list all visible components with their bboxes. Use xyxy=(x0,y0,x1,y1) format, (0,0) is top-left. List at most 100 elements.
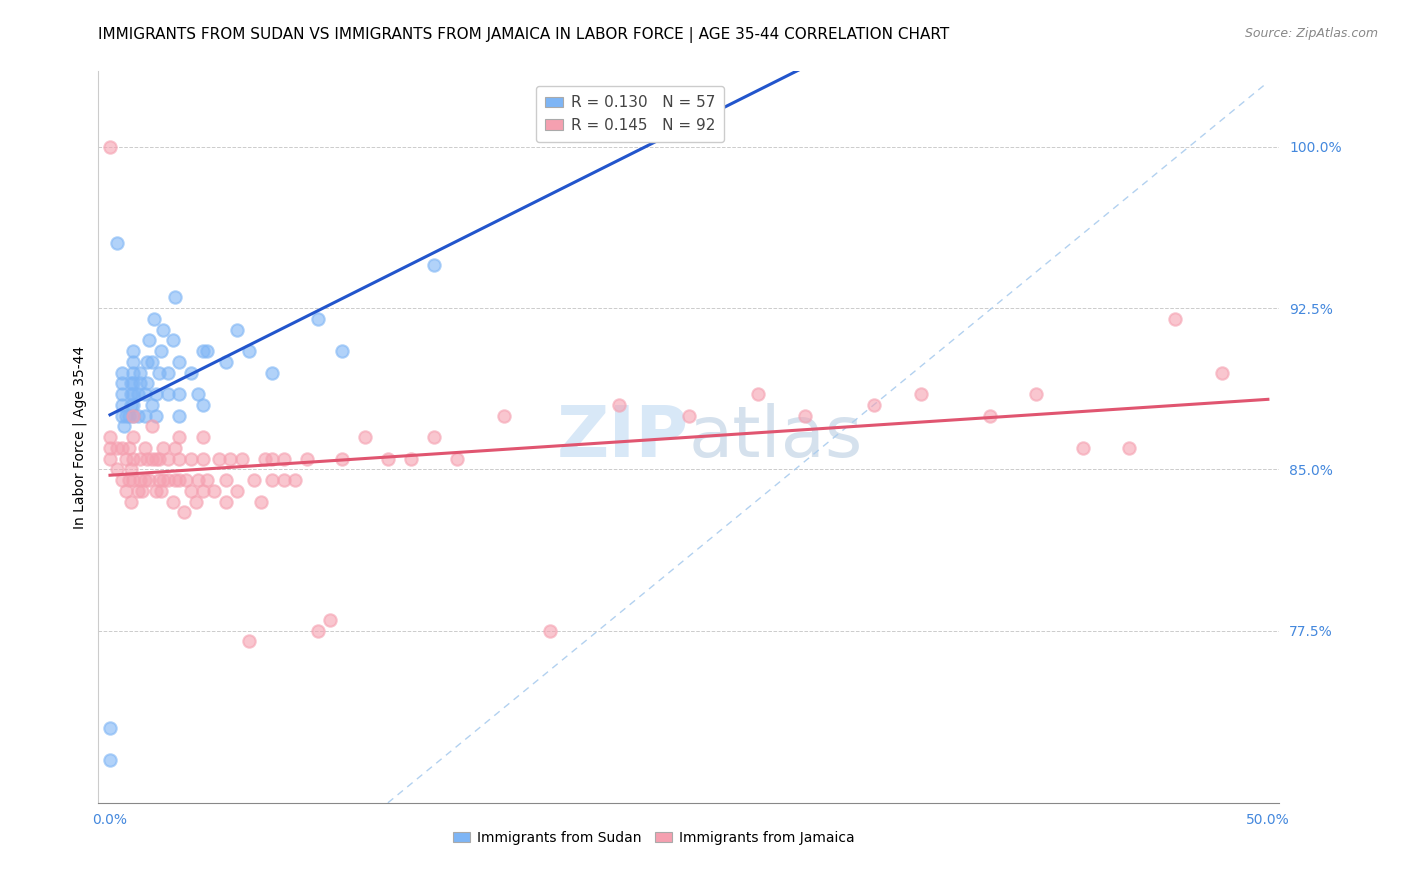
Point xyxy=(169,387,191,401)
Point xyxy=(238,634,260,648)
Point xyxy=(169,430,191,444)
Point xyxy=(1025,387,1047,401)
Point xyxy=(262,366,284,380)
Point xyxy=(134,441,156,455)
Point xyxy=(110,473,132,487)
Point xyxy=(353,430,375,444)
Point xyxy=(747,387,769,401)
Point xyxy=(152,441,174,455)
Point xyxy=(202,483,225,498)
Point xyxy=(105,236,128,251)
Point xyxy=(377,451,399,466)
Point xyxy=(163,441,186,455)
Point xyxy=(156,387,179,401)
Point xyxy=(138,473,160,487)
Point xyxy=(149,344,172,359)
Point xyxy=(226,483,249,498)
Point xyxy=(110,441,132,455)
Point xyxy=(98,441,121,455)
Point xyxy=(120,494,142,508)
Point xyxy=(330,344,353,359)
Point xyxy=(117,409,139,423)
Point xyxy=(122,430,145,444)
Point xyxy=(793,409,815,423)
Point xyxy=(1211,366,1233,380)
Point xyxy=(538,624,561,638)
Point xyxy=(249,494,271,508)
Point xyxy=(110,398,132,412)
Point xyxy=(120,398,142,412)
Point xyxy=(122,355,145,369)
Point xyxy=(148,473,170,487)
Point xyxy=(163,473,186,487)
Point xyxy=(187,473,209,487)
Point xyxy=(141,355,163,369)
Point xyxy=(98,451,121,466)
Point xyxy=(148,451,170,466)
Point xyxy=(122,366,145,380)
Point xyxy=(110,409,132,423)
Point xyxy=(284,473,307,487)
Point xyxy=(122,451,145,466)
Point xyxy=(110,387,132,401)
Text: atlas: atlas xyxy=(689,402,863,472)
Point xyxy=(162,333,184,347)
Point xyxy=(863,398,886,412)
Point xyxy=(122,409,145,423)
Point xyxy=(238,344,260,359)
Point xyxy=(273,473,295,487)
Point xyxy=(156,473,179,487)
Point xyxy=(187,387,209,401)
Point xyxy=(120,376,142,391)
Point xyxy=(110,376,132,391)
Point xyxy=(115,409,138,423)
Point xyxy=(129,451,152,466)
Point xyxy=(134,387,156,401)
Point xyxy=(446,451,468,466)
Point xyxy=(295,451,318,466)
Point xyxy=(122,409,145,423)
Legend: Immigrants from Sudan, Immigrants from Jamaica: Immigrants from Sudan, Immigrants from J… xyxy=(447,826,859,851)
Point xyxy=(122,344,145,359)
Y-axis label: In Labor Force | Age 35-44: In Labor Force | Age 35-44 xyxy=(73,345,87,529)
Point xyxy=(136,355,159,369)
Point xyxy=(120,462,142,476)
Point xyxy=(1164,311,1187,326)
Point xyxy=(131,483,153,498)
Point xyxy=(231,451,253,466)
Point xyxy=(1071,441,1094,455)
Point xyxy=(134,409,156,423)
Point xyxy=(105,441,128,455)
Point xyxy=(262,473,284,487)
Point xyxy=(191,451,214,466)
Point xyxy=(129,376,152,391)
Point xyxy=(307,624,329,638)
Point xyxy=(145,387,167,401)
Point xyxy=(191,398,214,412)
Point xyxy=(127,387,149,401)
Point xyxy=(262,451,284,466)
Point xyxy=(148,366,170,380)
Point xyxy=(112,419,135,434)
Point xyxy=(136,451,159,466)
Point xyxy=(98,139,121,153)
Point xyxy=(208,451,231,466)
Point xyxy=(138,333,160,347)
Point xyxy=(129,473,152,487)
Point xyxy=(149,483,172,498)
Point xyxy=(678,409,700,423)
Point xyxy=(180,451,202,466)
Point xyxy=(117,441,139,455)
Point xyxy=(145,409,167,423)
Point xyxy=(98,721,121,735)
Point xyxy=(273,451,295,466)
Point xyxy=(169,451,191,466)
Point xyxy=(242,473,264,487)
Point xyxy=(492,409,515,423)
Point xyxy=(180,366,202,380)
Point xyxy=(169,473,191,487)
Point xyxy=(134,473,156,487)
Text: ZIP: ZIP xyxy=(557,402,689,472)
Point xyxy=(141,451,163,466)
Text: Source: ZipAtlas.com: Source: ZipAtlas.com xyxy=(1244,27,1378,40)
